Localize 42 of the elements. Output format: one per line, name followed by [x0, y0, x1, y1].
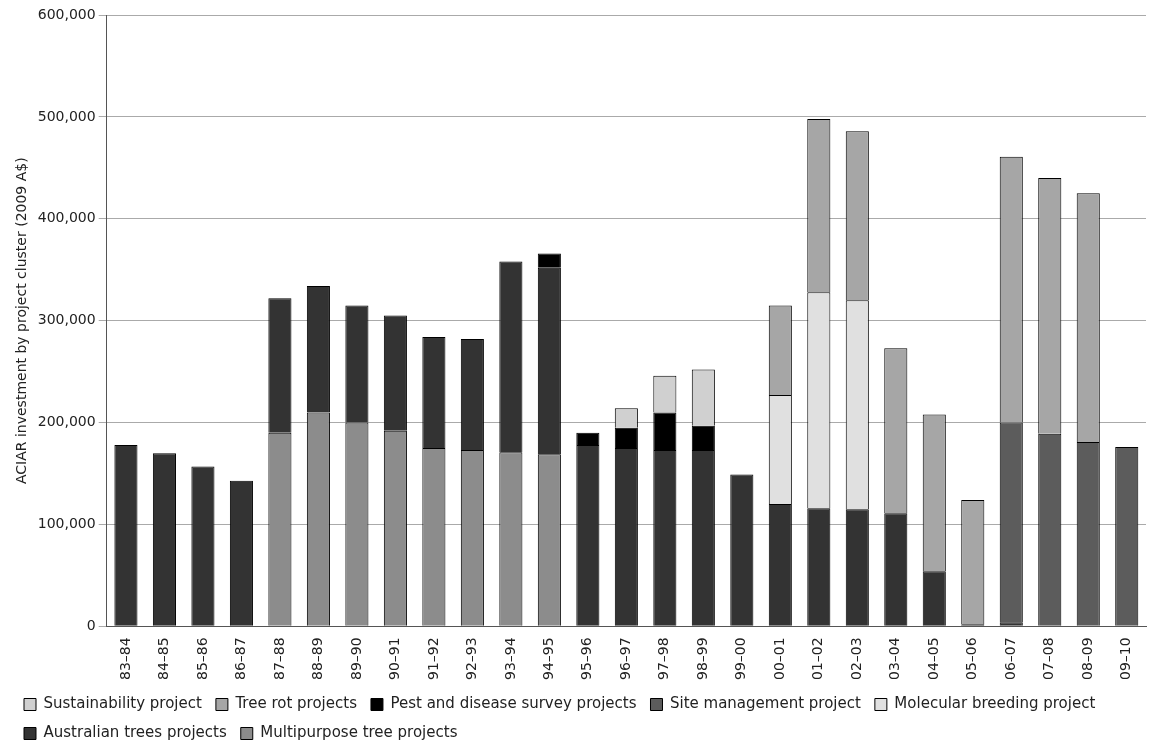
x-tick-label: 97–98 — [655, 637, 672, 681]
x-tick-label: 96–97 — [616, 637, 633, 681]
x-tick-label: 94–95 — [540, 637, 556, 681]
x-tick-label: 90–91 — [386, 637, 403, 681]
y-tick-label: 0 — [86, 617, 96, 634]
x-tick-label: 84–85 — [155, 637, 172, 681]
x-tick-label: 87–88 — [270, 637, 287, 681]
x-tick-label: 06–07 — [1001, 637, 1018, 681]
x-tick-label: 86–87 — [232, 637, 249, 681]
x-tick-label: 04–05 — [924, 637, 941, 681]
x-tick-label: 08–09 — [1078, 637, 1095, 681]
legend-label: Pest and disease survey projects — [390, 694, 637, 713]
x-tick-label: 05–06 — [963, 637, 980, 681]
legend-label: Australian trees projects — [43, 723, 227, 742]
x-tick-label: 95–96 — [578, 637, 595, 681]
x-tick-label: 01–02 — [809, 637, 826, 681]
x-tick-label: 92–93 — [463, 637, 480, 681]
x-tick-label: 88–89 — [309, 637, 326, 681]
x-tick-label: 03–04 — [886, 637, 903, 681]
y-tick-label: 400,000 — [37, 209, 96, 226]
x-tick-label: 99–00 — [732, 637, 749, 681]
y-axis-title: ACIAR investment by project cluster (2009 A$) — [13, 157, 30, 485]
y-tick-label: 600,000 — [37, 5, 96, 22]
y-tick-label: 500,000 — [37, 107, 96, 124]
legend-label: Molecular breeding project — [894, 694, 1096, 713]
x-tick-label: 91–92 — [424, 637, 441, 681]
x-tick-label: 85–86 — [193, 637, 210, 681]
x-tick-label: 93–94 — [501, 637, 518, 681]
x-tick-label: 98–99 — [693, 637, 710, 681]
x-tick-label: 00–01 — [770, 637, 787, 681]
x-tick-label: 09–10 — [1117, 637, 1134, 681]
legend-label: Sustainability project — [43, 694, 203, 713]
x-tick-label: 83–84 — [116, 637, 133, 681]
x-tick-label: 07–08 — [1040, 637, 1057, 681]
legend-label: Tree rot projects — [234, 694, 358, 713]
y-tick-label: 100,000 — [37, 515, 96, 532]
x-tick-label: 89–90 — [347, 637, 364, 681]
y-tick-label: 200,000 — [37, 413, 96, 430]
y-tick-label: 300,000 — [37, 311, 96, 328]
x-tick-label: 02–03 — [847, 637, 864, 681]
legend-label: Multipurpose tree projects — [260, 723, 458, 742]
legend-label: Site management project — [670, 694, 861, 713]
